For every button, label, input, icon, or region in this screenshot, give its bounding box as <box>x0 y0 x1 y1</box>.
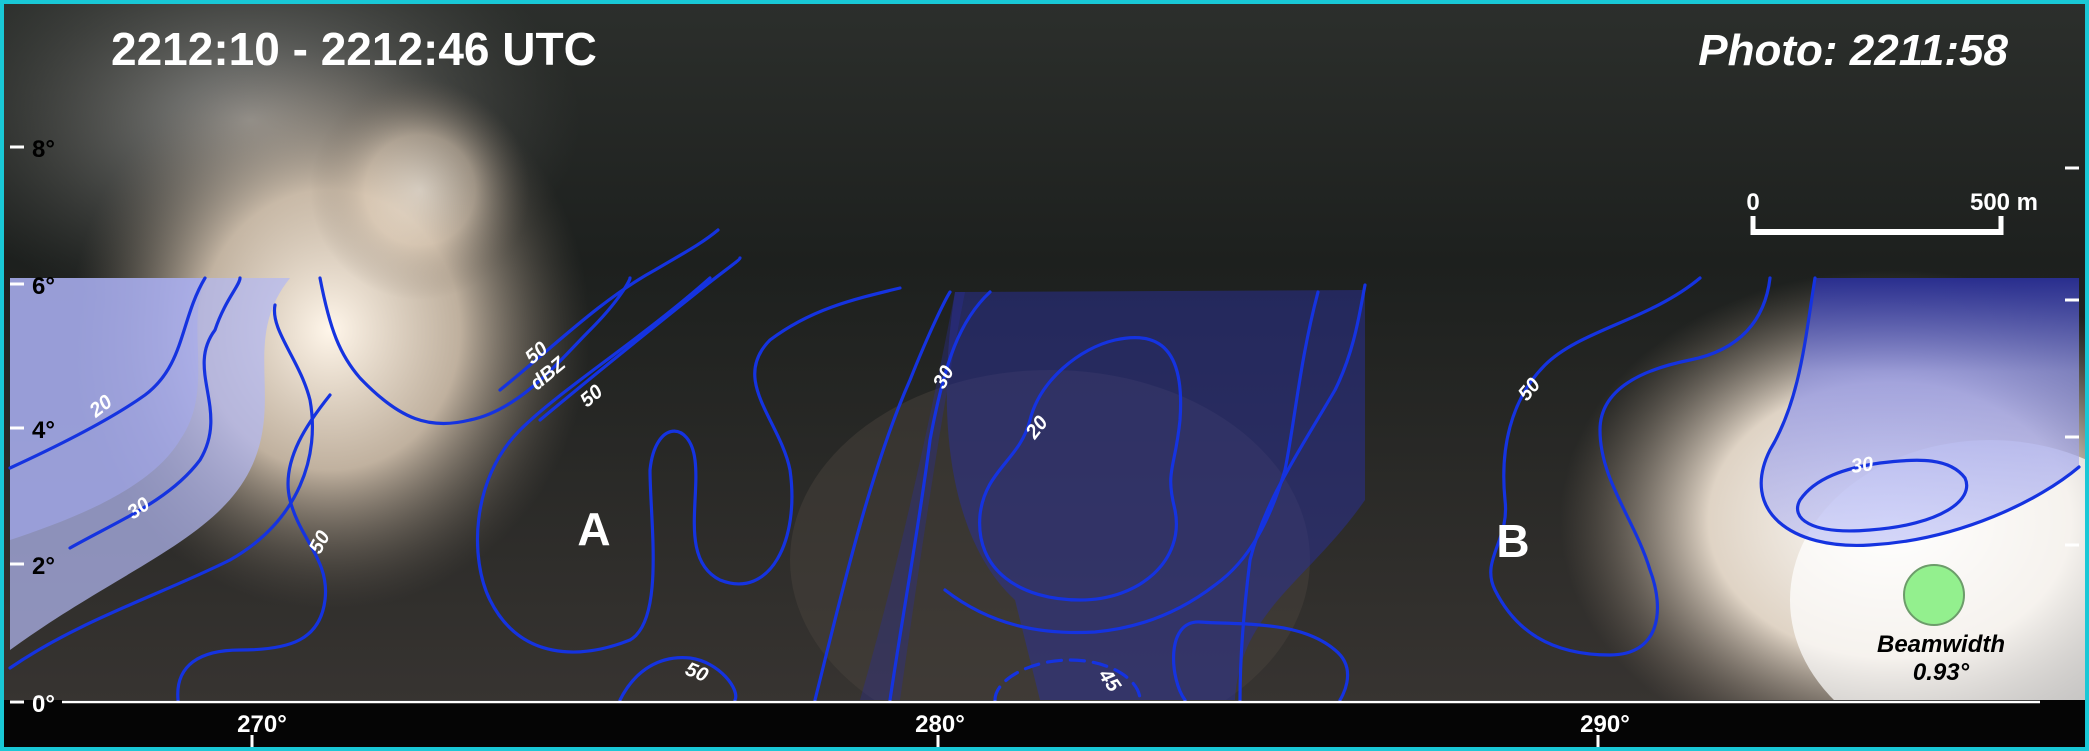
azimuth-axis: 270° 280° 290° <box>237 711 1630 751</box>
marker-b: B <box>1496 515 1529 567</box>
contour-45-dashed <box>993 658 1142 702</box>
low-reflectivity-shading <box>10 278 2079 700</box>
x-tick-280: 280° <box>915 711 965 738</box>
contour-50-right <box>1489 276 1772 657</box>
contour-label-30-right: 30 <box>1850 453 1875 478</box>
beamwidth-circle <box>1903 564 1965 626</box>
contour-50-left-c <box>176 393 332 702</box>
y-tick-2: 2° <box>32 553 55 580</box>
contour-30-right-outer <box>1759 276 2081 548</box>
reflectivity-contours <box>8 228 2081 702</box>
contour-30-left <box>68 276 242 550</box>
x-tick-270: 270° <box>237 711 287 738</box>
photo-time-label: Photo: 2211:58 <box>1698 26 2008 75</box>
beamwidth-indicator: Beamwidth 0.93° <box>1877 564 2005 686</box>
scale-bar: 0 500 m <box>1746 189 2038 235</box>
contour-30-right-inner <box>1795 458 1969 533</box>
contour-50-left-b <box>318 276 632 426</box>
contour-50-bottom <box>618 656 738 702</box>
x-tick-290: 290° <box>1580 711 1630 738</box>
contour-20-center <box>978 335 1183 602</box>
y-tick-6: 6° <box>32 273 55 300</box>
marker-a: A <box>577 503 610 555</box>
contour-50-top <box>498 228 720 392</box>
scale-bar-start-label: 0 <box>1746 189 1759 216</box>
contour-marker-a <box>475 276 902 654</box>
time-range-label: 2212:10 - 2212:46 UTC <box>111 23 597 75</box>
beamwidth-label: Beamwidth <box>1877 631 2005 658</box>
scale-bar-end-label: 500 m <box>1970 189 2038 216</box>
contour-inner-center <box>943 290 1320 635</box>
beamwidth-value: 0.93° <box>1913 659 1970 686</box>
contour-20-left <box>8 276 207 470</box>
elevation-axis: 8° 6° 4° 2° 0° <box>10 136 2079 718</box>
contour-50-left <box>8 303 314 670</box>
y-tick-4: 4° <box>32 417 55 444</box>
contour-50-mid <box>538 256 742 422</box>
contour-30-center <box>813 290 952 702</box>
contour-bottom-right-loop <box>1171 620 1350 702</box>
contour-30-center-inner <box>888 290 992 702</box>
y-tick-0: 0° <box>32 691 55 718</box>
y-tick-8: 8° <box>32 136 55 163</box>
